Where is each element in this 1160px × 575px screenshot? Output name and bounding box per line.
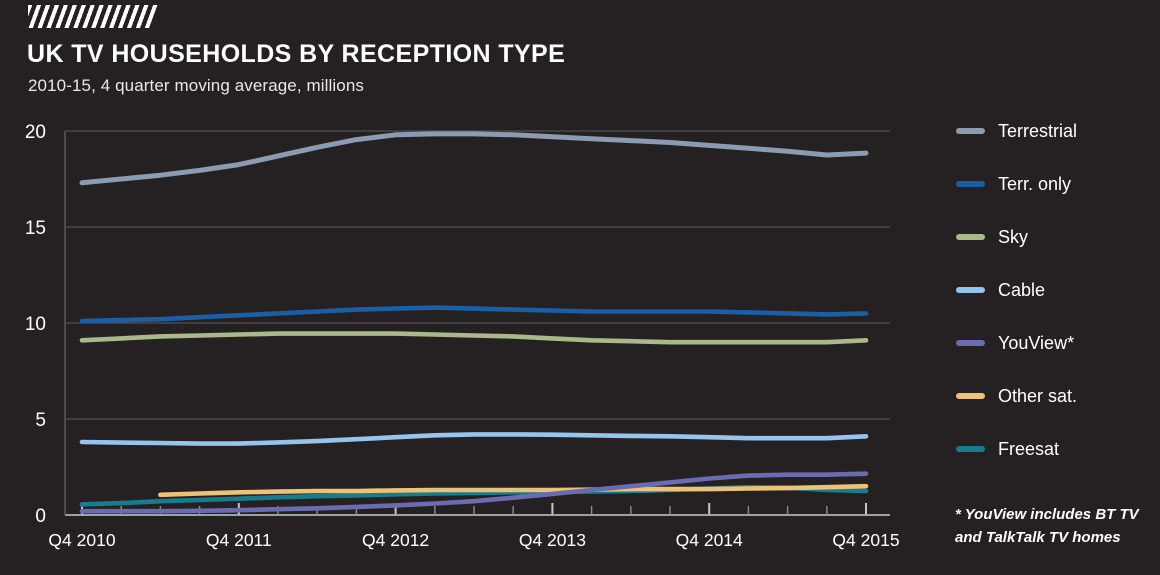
footnote-line-2: and TalkTalk TV homes	[955, 529, 1121, 547]
legend-label: Sky	[998, 226, 1029, 247]
legend-item-cable: Cable	[956, 279, 1045, 301]
hatched-stripes-logo-icon	[28, 5, 158, 28]
legend-swatch-icon	[956, 393, 985, 399]
legend-item-terr-only: Terr. only	[956, 173, 1071, 195]
x-axis-label: Q4 2015	[832, 530, 899, 550]
chart-footnote: * YouView includes BT TV and TalkTalk TV…	[955, 503, 1150, 550]
legend-swatch-icon	[956, 181, 985, 187]
series-lines	[79, 131, 869, 514]
chart-title: UK TV HOUSEHOLDS BY RECEPTION TYPE	[27, 40, 566, 68]
legend-label: Terr. only	[998, 173, 1072, 194]
chart-subtitle: 2010-15, 4 quarter moving average, milli…	[28, 76, 364, 95]
legend-label: Other sat.	[998, 385, 1078, 406]
series-line-other-sat	[158, 483, 869, 498]
legend-label: Cable	[998, 279, 1046, 300]
legend-label: Freesat	[998, 438, 1060, 459]
y-axis-labels: 0 5 10 15 20	[25, 122, 46, 527]
y-axis-label: 15	[25, 218, 46, 239]
series-line-terrestrial	[79, 131, 869, 186]
x-axis-label: Q4 2011	[206, 530, 272, 550]
legend-item-sky: Sky	[956, 226, 1028, 248]
y-axis-label: 0	[35, 506, 46, 527]
legend-label: Terrestrial	[998, 120, 1078, 141]
legend-label: YouView*	[998, 332, 1075, 353]
legend-item-terrestrial: Terrestrial	[956, 120, 1077, 142]
legend-swatch-icon	[956, 128, 985, 134]
legend-item-other-sat: Other sat.	[956, 385, 1077, 407]
legend-swatch-icon	[956, 234, 985, 240]
series-line-sky	[79, 331, 869, 345]
y-axis-label: 10	[25, 314, 46, 335]
series-line-youview	[79, 471, 869, 514]
footnote-line-1: * YouView includes BT TV	[955, 506, 1139, 523]
legend-swatch-icon	[956, 446, 985, 452]
legend-swatch-icon	[956, 340, 985, 346]
x-axis-label: Q4 2012	[362, 530, 429, 550]
x-axis-label: Q4 2010	[48, 530, 115, 550]
x-axis-label: Q4 2014	[676, 530, 743, 550]
legend-item-youview: YouView*	[956, 332, 1074, 354]
y-axis-label: 20	[25, 122, 46, 143]
series-line-terr-only	[79, 305, 869, 324]
gridlines	[64, 130, 890, 516]
legend-item-freesat: Freesat	[956, 438, 1059, 460]
y-axis-label: 5	[35, 410, 46, 431]
x-axis-label: Q4 2013	[519, 530, 586, 550]
legend-swatch-icon	[956, 287, 985, 293]
x-axis-labels: Q4 2010 Q4 2011 Q4 2012 Q4 2013 Q4 2014 Q4 20…	[48, 530, 899, 550]
series-line-cable	[79, 432, 869, 446]
